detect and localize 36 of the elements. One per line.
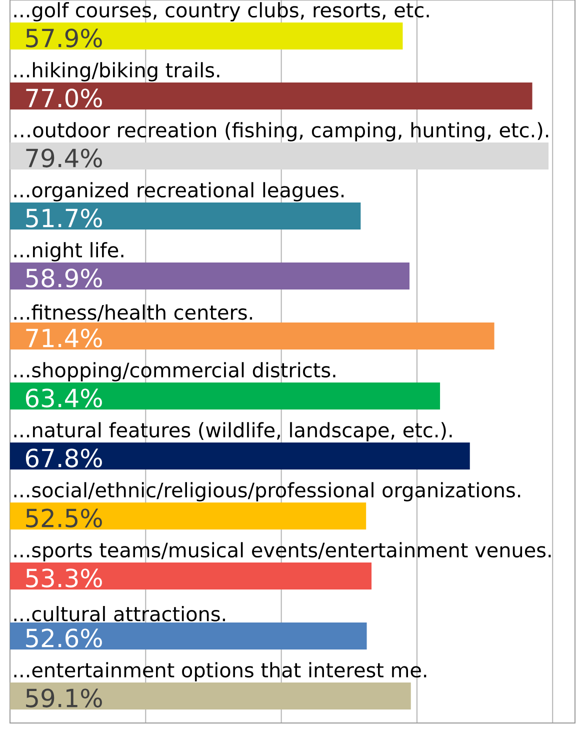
bar (10, 22, 403, 50)
data-label: 52.6% (26, 628, 102, 648)
y-tick-label: …outdoor recreation (fishing, camping, hunting, etc.). (14, 122, 548, 142)
bar (10, 382, 440, 410)
data-label: 63.4% (26, 388, 102, 408)
y-tick-label: ...social/ethnic/religious/professional organizations. (14, 482, 520, 502)
bar (10, 502, 366, 530)
y-tick-label: ...cultural attractions. (14, 606, 225, 622)
bar (10, 622, 367, 650)
y-tick-label: ...shopping/commercial districts. (14, 362, 336, 382)
y-tick-label: ...sports teams/musical events/entertainment venues. (14, 542, 551, 562)
data-label: 71.4% (26, 328, 102, 348)
bar (10, 82, 532, 110)
data-label: 59.1% (26, 688, 102, 708)
y-tick-label: ...hiking/biking trails. (14, 62, 220, 82)
data-label: 53.3% (26, 568, 102, 588)
y-tick-label: ...night life. (14, 242, 124, 262)
y-tick-label: ...golf courses, country clubs, resorts, etc. (14, 2, 429, 22)
bar (10, 322, 494, 350)
data-label: 79.4% (26, 148, 102, 168)
data-label: 57.9% (26, 28, 102, 48)
bar (10, 202, 361, 230)
bar (10, 442, 470, 470)
y-tick-label: ...natural features (wildlife, landscape, etc.). (14, 422, 452, 442)
y-tick-label: ...fitness/health centers. (14, 304, 252, 322)
data-label: 77.0% (26, 88, 102, 108)
bar (10, 142, 549, 170)
bar (10, 262, 410, 290)
bar (10, 682, 411, 710)
y-tick-label: ...organized recreational leagues. (14, 182, 344, 202)
data-label: 51.7% (26, 208, 102, 228)
bar (10, 562, 372, 590)
data-label: 52.5% (26, 508, 102, 528)
y-tick-label: ...entertainment options that interest me. (14, 662, 426, 682)
data-label: 67.8% (26, 448, 102, 468)
data-label: 58.9% (26, 268, 102, 288)
